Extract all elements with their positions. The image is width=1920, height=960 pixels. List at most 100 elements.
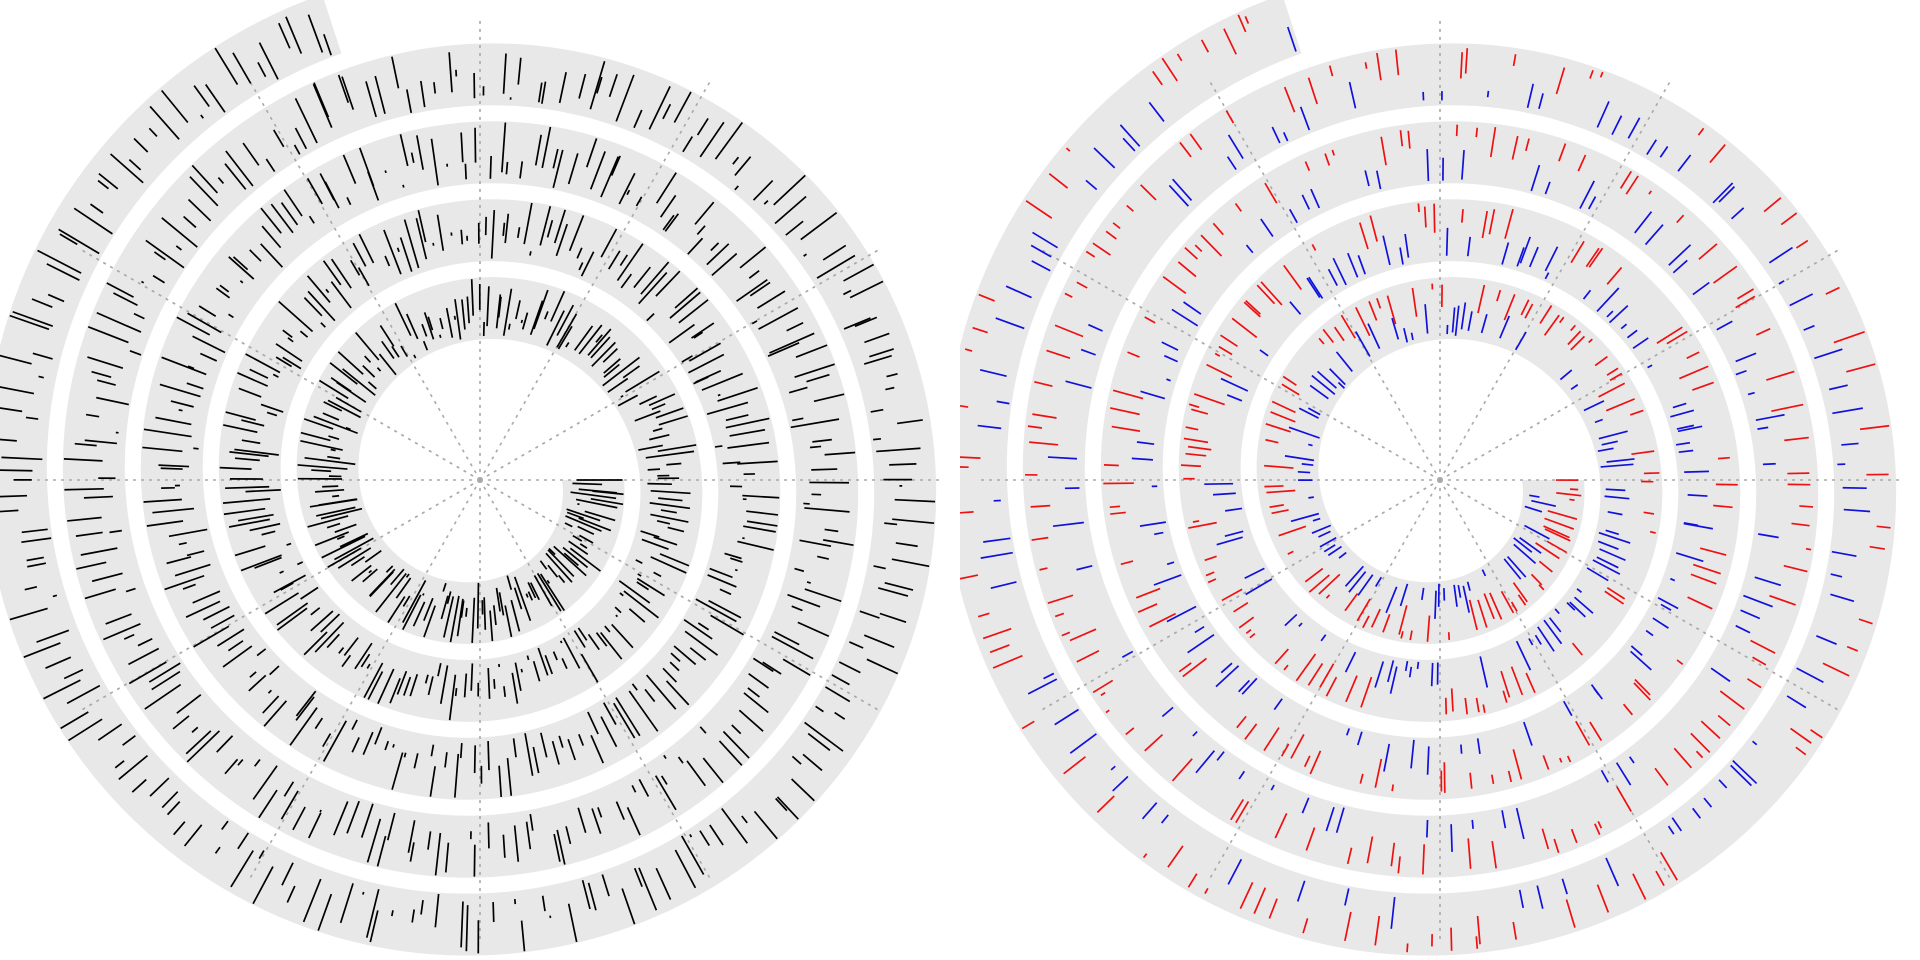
data-mark-positive <box>1585 247 1600 268</box>
data-mark-signal <box>581 879 591 910</box>
data-mark-signal <box>402 580 427 623</box>
data-mark-positive <box>1092 679 1114 694</box>
data-mark-signal <box>537 82 543 103</box>
data-mark-signal <box>620 394 624 398</box>
data-mark-signal <box>325 288 330 294</box>
data-mark-signal <box>463 673 468 698</box>
data-mark-signal <box>859 610 880 619</box>
data-mark-signal <box>186 550 205 557</box>
data-mark-signal <box>9 607 48 621</box>
data-mark-signal <box>590 734 605 764</box>
data-mark-signal <box>37 249 82 274</box>
data-mark-signal <box>0 438 17 442</box>
data-mark-signal <box>622 365 640 379</box>
data-mark-signal <box>752 657 774 673</box>
data-mark-positive <box>1763 197 1782 213</box>
data-mark-positive <box>1264 464 1294 469</box>
data-mark-signal <box>545 552 573 583</box>
data-mark-signal <box>644 688 656 703</box>
data-mark-signal <box>228 313 234 319</box>
data-mark-positive <box>1152 70 1163 86</box>
data-mark-signal <box>103 623 141 641</box>
data-mark-signal <box>719 588 732 596</box>
data-mark-positive <box>1769 594 1796 606</box>
data-mark-signal <box>423 597 434 622</box>
data-mark-negative <box>1566 602 1576 611</box>
data-mark-signal <box>573 630 586 648</box>
data-mark-positive <box>1356 598 1371 622</box>
data-mark-positive <box>1358 222 1369 250</box>
data-mark-positive <box>1525 138 1530 152</box>
data-mark-negative <box>1479 656 1489 688</box>
data-mark-signal <box>405 573 410 578</box>
data-mark-negative <box>1286 26 1297 52</box>
data-mark-positive <box>1690 732 1711 754</box>
data-mark-signal <box>258 789 278 819</box>
data-mark-signal <box>123 633 135 640</box>
data-mark-signal <box>264 592 299 615</box>
data-mark-negative <box>1607 510 1623 516</box>
data-mark-signal <box>282 329 293 339</box>
data-mark-positive <box>1633 682 1651 701</box>
data-mark-signal <box>585 138 598 168</box>
data-mark-signal <box>489 610 494 642</box>
data-mark-signal <box>229 451 269 458</box>
data-mark-signal <box>515 300 521 320</box>
data-mark-signal <box>714 445 723 448</box>
data-mark-positive <box>1512 54 1517 67</box>
data-mark-positive <box>1700 547 1727 556</box>
data-mark-signal <box>303 631 328 656</box>
data-mark-signal <box>633 266 651 289</box>
data-mark-signal <box>774 195 807 225</box>
data-mark-signal <box>460 600 465 618</box>
data-mark-signal <box>541 126 552 169</box>
data-mark-positive <box>1369 215 1378 242</box>
data-mark-signal <box>645 450 695 459</box>
data-mark-signal <box>252 765 278 800</box>
data-mark-negative <box>1668 244 1692 266</box>
data-mark-signal <box>741 815 748 824</box>
data-mark-positive <box>1220 334 1238 348</box>
data-mark-negative <box>1032 231 1059 249</box>
data-mark-positive <box>1092 242 1111 256</box>
data-mark-signal <box>653 571 662 578</box>
data-mark-signal <box>721 807 749 844</box>
data-mark-positive <box>1218 345 1233 356</box>
data-mark-signal <box>322 720 347 762</box>
data-mark-signal <box>374 727 383 745</box>
data-mark-positive <box>1783 564 1808 573</box>
data-mark-signal <box>391 345 400 358</box>
data-mark-signal <box>556 313 578 348</box>
data-mark-signal <box>568 215 585 252</box>
data-mark-signal <box>492 605 497 626</box>
data-mark-signal <box>109 529 122 534</box>
data-mark-positive <box>1304 567 1324 583</box>
data-mark-negative <box>1284 613 1298 627</box>
data-mark-signal <box>444 752 448 768</box>
data-mark-signal <box>43 679 81 700</box>
data-mark-negative <box>1718 779 1728 789</box>
data-mark-signal <box>299 330 309 338</box>
data-mark-negative <box>1832 407 1863 415</box>
data-mark-signal <box>473 745 477 774</box>
data-mark-negative <box>1160 814 1169 824</box>
data-mark-signal <box>300 431 331 442</box>
data-mark-negative <box>1677 154 1692 172</box>
data-mark-signal <box>182 583 196 590</box>
data-mark-negative <box>1712 182 1734 204</box>
data-mark-negative <box>1582 289 1592 300</box>
data-mark-signal <box>849 641 864 649</box>
data-mark-signal <box>384 170 387 174</box>
data-mark-signal <box>813 393 845 403</box>
data-mark-negative <box>1069 733 1097 754</box>
data-mark-signal <box>381 340 395 359</box>
data-mark-negative <box>1227 134 1244 160</box>
data-mark-signal <box>628 690 659 732</box>
data-mark-negative <box>1215 665 1240 688</box>
data-mark-negative <box>1594 418 1603 424</box>
data-mark-signal <box>635 559 643 565</box>
data-mark-signal <box>422 593 425 596</box>
data-mark-signal <box>709 824 724 846</box>
data-mark-positive <box>1177 261 1197 278</box>
data-mark-signal <box>502 288 513 336</box>
